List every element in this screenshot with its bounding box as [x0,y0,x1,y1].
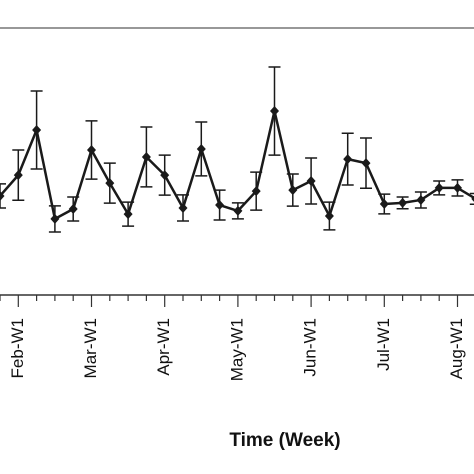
point [416,194,426,205]
point [453,182,462,193]
point [87,145,96,156]
point [343,154,353,165]
point [141,151,151,162]
point [123,209,133,220]
point [251,186,261,197]
x-tick-label: Feb-W1 [8,318,27,378]
x-axis-title: Time (Week) [229,430,340,451]
point [215,200,225,211]
x-tick-label: Jun-W1 [301,318,320,377]
point [178,202,188,213]
error-bar [0,183,6,209]
point [324,210,334,221]
point [32,124,42,135]
point [0,190,5,201]
point [270,106,279,117]
point [105,178,115,189]
point [288,185,298,196]
x-tick-label: Jul-W1 [374,318,393,371]
point [196,143,206,154]
x-tick-label: Apr-W1 [154,318,173,376]
x-tick-label: May-W1 [227,318,246,381]
point [233,205,243,216]
point [306,175,316,186]
point [13,170,23,181]
point [68,204,78,215]
point [160,170,170,181]
point [379,198,389,209]
x-tick-label: Aug-W1 [447,318,466,379]
point [434,182,444,193]
point [50,213,60,224]
x-tick-label: Mar-W1 [81,318,100,378]
point [471,195,474,202]
error-bar [469,192,474,205]
point [361,158,371,169]
point [398,197,408,208]
